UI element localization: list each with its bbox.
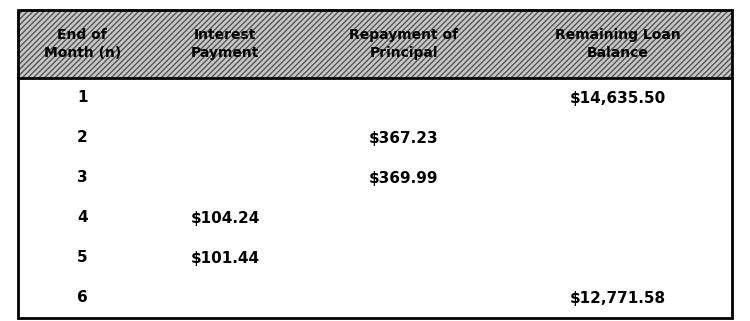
Text: Interest
Payment: Interest Payment <box>190 28 260 60</box>
Text: $14,635.50: $14,635.50 <box>570 91 666 106</box>
Text: 6: 6 <box>77 291 88 306</box>
Text: End of
Month (n): End of Month (n) <box>44 28 121 60</box>
Text: 3: 3 <box>77 170 88 186</box>
Text: 2: 2 <box>77 131 88 145</box>
Text: Repayment of
Principal: Repayment of Principal <box>349 28 458 60</box>
Text: $101.44: $101.44 <box>190 250 260 265</box>
Bar <box>18 10 732 78</box>
Text: 1: 1 <box>77 91 88 106</box>
Text: 5: 5 <box>77 250 88 265</box>
Text: $367.23: $367.23 <box>369 131 438 145</box>
Text: 4: 4 <box>77 211 88 225</box>
Text: $12,771.58: $12,771.58 <box>570 291 666 306</box>
Bar <box>18 10 732 78</box>
Text: $104.24: $104.24 <box>190 211 260 225</box>
Text: Remaining Loan
Balance: Remaining Loan Balance <box>555 28 681 60</box>
Text: $369.99: $369.99 <box>369 170 438 186</box>
